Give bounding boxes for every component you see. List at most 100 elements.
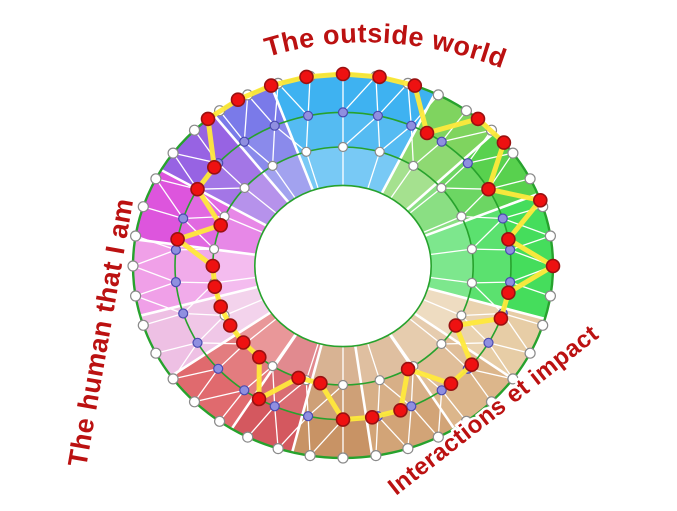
outer-node[interactable]	[432, 431, 444, 443]
red-node[interactable]	[407, 78, 423, 93]
inner-node[interactable]	[209, 244, 220, 255]
inner-node[interactable]	[466, 244, 477, 255]
sector-cyan[interactable]	[271, 74, 436, 194]
outer-node[interactable]	[544, 230, 557, 242]
outer-node[interactable]	[485, 396, 498, 408]
outer-node[interactable]	[130, 230, 142, 242]
middle-node[interactable]	[178, 213, 189, 224]
middle-node[interactable]	[436, 385, 447, 396]
red-node[interactable]	[213, 218, 228, 233]
middle-node[interactable]	[239, 385, 250, 396]
red-node[interactable]	[251, 349, 267, 365]
middle-node[interactable]	[213, 363, 224, 374]
inner-node[interactable]	[436, 338, 447, 350]
red-node[interactable]	[335, 66, 351, 82]
inner-node[interactable]	[436, 182, 447, 194]
outer-node[interactable]	[460, 105, 472, 117]
red-node[interactable]	[364, 409, 380, 425]
middle-node[interactable]	[462, 158, 473, 169]
outer-node[interactable]	[524, 347, 536, 359]
outer-node[interactable]	[188, 124, 201, 136]
outer-node[interactable]	[242, 431, 254, 443]
red-node[interactable]	[372, 69, 387, 85]
middle-node[interactable]	[505, 277, 516, 288]
sector-magenta[interactable]	[135, 170, 267, 255]
red-node[interactable]	[493, 311, 509, 326]
red-node[interactable]	[207, 279, 223, 295]
middle-node[interactable]	[303, 110, 314, 121]
middle-node[interactable]	[269, 120, 280, 131]
middle-node[interactable]	[170, 277, 181, 288]
middle-node[interactable]	[269, 401, 280, 412]
outer-node[interactable]	[460, 415, 472, 427]
outer-node[interactable]	[150, 347, 162, 359]
sector-pink[interactable]	[133, 239, 258, 316]
red-node[interactable]	[205, 258, 221, 274]
outer-node[interactable]	[130, 290, 142, 302]
outer-node[interactable]	[544, 290, 557, 302]
outer-node[interactable]	[137, 201, 149, 213]
outer-node[interactable]	[337, 452, 349, 464]
inner-node[interactable]	[456, 310, 467, 321]
outer-node[interactable]	[507, 147, 519, 159]
sector-blue-violet[interactable]	[213, 85, 313, 203]
red-node[interactable]	[200, 111, 216, 127]
outer-node[interactable]	[537, 319, 549, 331]
outer-node[interactable]	[370, 450, 382, 462]
inner-node[interactable]	[466, 277, 477, 288]
middle-node[interactable]	[436, 136, 447, 147]
red-node[interactable]	[532, 193, 548, 208]
red-node[interactable]	[230, 92, 246, 107]
red-node[interactable]	[393, 402, 408, 418]
red-node[interactable]	[313, 375, 328, 391]
red-node[interactable]	[470, 111, 486, 127]
inner-node[interactable]	[267, 361, 278, 372]
red-node[interactable]	[207, 160, 222, 175]
inner-node[interactable]	[408, 160, 419, 171]
red-node[interactable]	[448, 318, 464, 333]
outer-node[interactable]	[127, 260, 139, 272]
inner-node[interactable]	[337, 141, 349, 153]
middle-node[interactable]	[303, 411, 314, 422]
outer-node[interactable]	[507, 373, 519, 385]
middle-node[interactable]	[497, 213, 508, 224]
red-node[interactable]	[419, 125, 435, 141]
outer-node[interactable]	[402, 443, 414, 455]
inner-node[interactable]	[239, 182, 250, 194]
sector-light-tan[interactable]	[389, 313, 513, 429]
red-node[interactable]	[545, 258, 561, 274]
red-node[interactable]	[481, 181, 496, 197]
red-node[interactable]	[400, 361, 416, 377]
red-node[interactable]	[263, 78, 279, 93]
red-node[interactable]	[464, 357, 480, 373]
outer-node[interactable]	[167, 373, 179, 385]
outer-node[interactable]	[304, 450, 316, 462]
outer-node[interactable]	[432, 89, 444, 101]
middle-node[interactable]	[406, 401, 417, 412]
outer-node[interactable]	[214, 415, 226, 427]
middle-node[interactable]	[372, 110, 383, 121]
inner-node[interactable]	[337, 379, 349, 391]
outer-node[interactable]	[188, 396, 201, 408]
middle-node[interactable]	[483, 337, 494, 348]
red-node[interactable]	[443, 376, 459, 392]
red-node[interactable]	[213, 299, 228, 315]
inner-node[interactable]	[374, 146, 385, 157]
inner-node[interactable]	[456, 211, 467, 222]
middle-node[interactable]	[239, 136, 250, 147]
inner-node[interactable]	[374, 375, 385, 386]
red-node[interactable]	[236, 335, 251, 350]
middle-node[interactable]	[337, 107, 349, 118]
red-node[interactable]	[335, 412, 351, 427]
inner-node[interactable]	[301, 146, 312, 157]
outer-node[interactable]	[137, 319, 149, 331]
red-node[interactable]	[222, 318, 238, 333]
red-node[interactable]	[251, 391, 267, 407]
red-node[interactable]	[501, 285, 516, 301]
outer-node[interactable]	[524, 173, 536, 185]
red-node[interactable]	[170, 232, 185, 247]
red-node[interactable]	[299, 69, 314, 85]
red-node[interactable]	[190, 181, 205, 197]
red-node[interactable]	[496, 135, 512, 150]
middle-node[interactable]	[505, 244, 516, 255]
